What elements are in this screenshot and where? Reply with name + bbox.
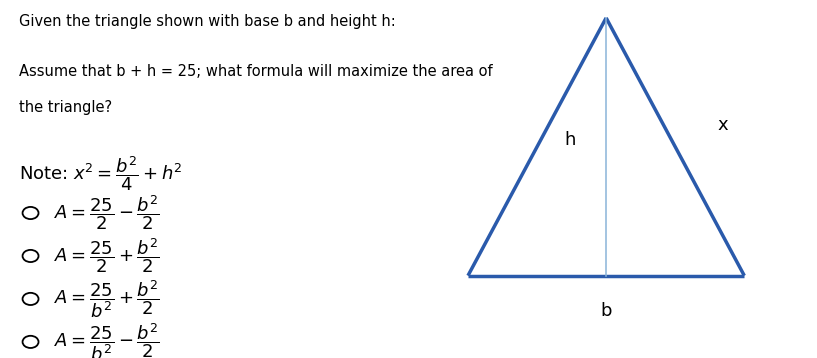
Text: Note: $x^2 = \dfrac{b^2}{4} + h^2$: Note: $x^2 = \dfrac{b^2}{4} + h^2$ [19,154,182,193]
Text: b: b [600,303,612,320]
Text: Assume that b + h = 25; what formula will maximize the area of: Assume that b + h = 25; what formula wil… [19,64,493,79]
Text: the triangle?: the triangle? [19,100,112,115]
Text: $A = \dfrac{25}{b^2} - \dfrac{b^2}{2}$: $A = \dfrac{25}{b^2} - \dfrac{b^2}{2}$ [54,321,160,358]
Text: $A = \dfrac{25}{2} + \dfrac{b^2}{2}$: $A = \dfrac{25}{2} + \dfrac{b^2}{2}$ [54,237,160,275]
Text: $A = \dfrac{25}{b^2} + \dfrac{b^2}{2}$: $A = \dfrac{25}{b^2} + \dfrac{b^2}{2}$ [54,278,160,320]
Text: $A = \dfrac{25}{2} - \dfrac{b^2}{2}$: $A = \dfrac{25}{2} - \dfrac{b^2}{2}$ [54,194,160,232]
Text: h: h [564,131,575,149]
Text: Given the triangle shown with base b and height h:: Given the triangle shown with base b and… [19,14,395,29]
Text: x: x [717,116,728,134]
